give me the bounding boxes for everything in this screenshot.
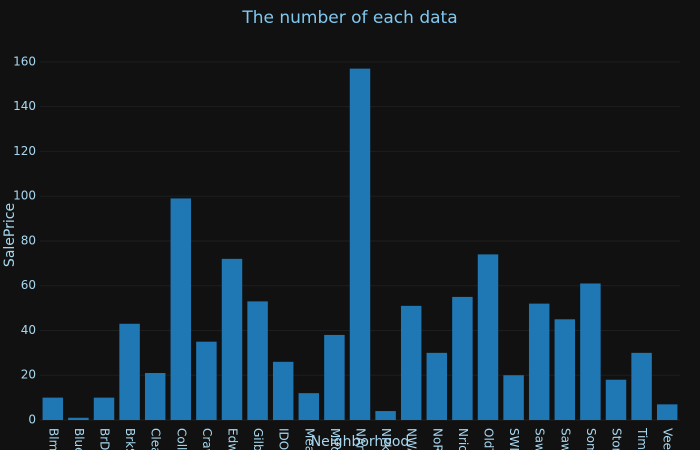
bar — [554, 319, 576, 420]
x-tick-label: Timber — [635, 427, 649, 450]
bar — [477, 254, 499, 420]
y-tick-label: 160 — [13, 54, 36, 68]
bar — [656, 404, 678, 420]
x-tick-label: Blueste — [72, 428, 86, 450]
y-axis-title: SalePrice — [2, 203, 18, 267]
x-tick-label: NoRidge — [430, 428, 444, 450]
bar — [272, 361, 294, 420]
x-tick-label: BrDale — [98, 428, 112, 450]
x-tick-label: Crawfor — [200, 428, 214, 450]
bar — [119, 323, 140, 420]
y-tick-label: 40 — [21, 323, 36, 337]
chart-title: The number of each data — [241, 8, 457, 28]
x-tick-label: StoneBr — [610, 428, 624, 450]
bar — [426, 352, 448, 420]
x-tick-label: Mitchel — [328, 428, 342, 450]
x-tick-label: CollgCr — [174, 428, 188, 450]
bar — [170, 198, 192, 420]
x-tick-label: NridgHt — [456, 428, 470, 450]
bar — [349, 68, 371, 420]
y-tick-label: 100 — [13, 189, 36, 203]
y-tick-label: 120 — [13, 144, 36, 158]
bar — [375, 411, 396, 420]
x-tick-label: Veenker — [661, 428, 675, 450]
y-tick-label: 20 — [21, 368, 36, 382]
x-tick-label: Sawyer — [533, 428, 547, 450]
bar — [631, 352, 652, 420]
bar — [221, 258, 243, 420]
bar — [247, 301, 268, 420]
x-tick-label: Somerst — [584, 428, 598, 450]
bar — [503, 375, 524, 420]
x-tick-label: NAmes — [354, 428, 368, 450]
y-tick-label: 60 — [21, 278, 36, 292]
x-tick-label: NWAmes — [405, 428, 419, 450]
x-tick-label: OldTown — [482, 428, 496, 450]
x-tick-label: Blmngtn — [46, 428, 60, 450]
x-tick-label: SWISU — [507, 428, 521, 450]
y-tick-label: 140 — [13, 99, 36, 113]
x-tick-label: MeadowV — [302, 428, 316, 450]
x-tick-label: Gilbert — [251, 428, 265, 450]
bar — [605, 379, 627, 420]
x-tick-label: ClearCr — [149, 428, 163, 450]
bar — [298, 393, 320, 420]
bar — [93, 397, 115, 420]
bar — [580, 283, 601, 420]
bar — [400, 305, 422, 420]
bar — [324, 334, 345, 420]
bar — [68, 417, 89, 420]
y-tick-label: 0 — [28, 413, 36, 427]
bar — [528, 303, 550, 420]
y-tick-label: 80 — [21, 233, 36, 247]
bar — [144, 373, 166, 420]
x-tick-label: BrkSide — [123, 428, 137, 450]
bar — [452, 296, 473, 420]
x-axis-title: Neighborhood — [311, 434, 410, 450]
x-tick-label: Edwards — [226, 428, 240, 450]
x-tick-label: IDOTRR — [277, 428, 291, 450]
x-tick-label: SawyerW — [558, 428, 572, 450]
bar — [196, 341, 217, 420]
bar — [42, 397, 64, 420]
x-tick-label: NPkVill — [379, 428, 393, 450]
